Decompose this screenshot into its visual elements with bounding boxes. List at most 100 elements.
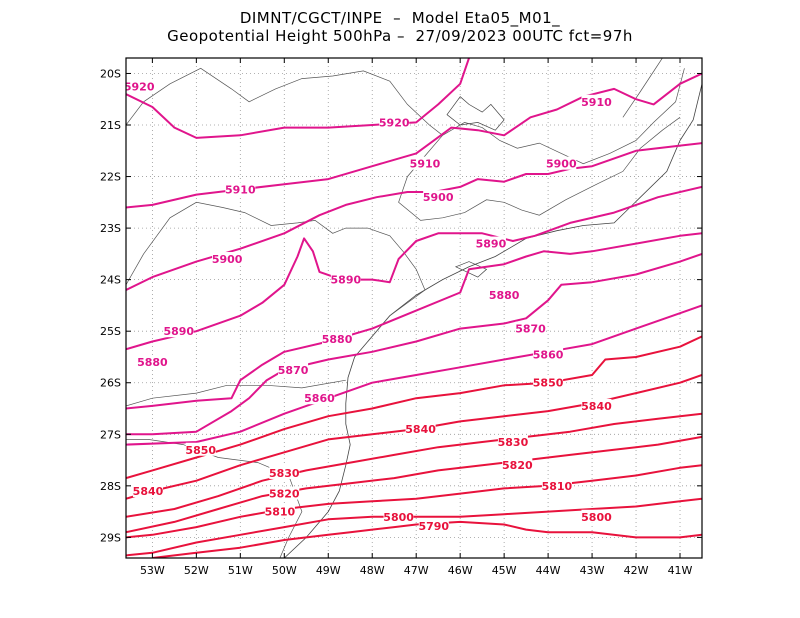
contour-label-bg-5840-0 xyxy=(132,483,163,497)
contour-label-bg-5850-0 xyxy=(185,442,216,456)
contour-label-bg-5920-0 xyxy=(126,79,155,93)
contour-5800 xyxy=(126,497,702,557)
contour-label-bg-5870-1 xyxy=(515,321,546,335)
lon-tick-label-6: 47W xyxy=(404,564,429,577)
axis-ticks: 53W 52W 51W 50W 49W 48W 47W 46W 45W 44W 43W 42W 41W 2… xyxy=(100,58,702,577)
state-border-3 xyxy=(126,67,681,221)
contour-label-5810-1: 5810 xyxy=(542,480,573,493)
contour-label-5850-0: 5850 xyxy=(185,444,216,457)
contour-label-5800-1: 5800 xyxy=(581,511,612,524)
contour-label-5900-1: 5900 xyxy=(423,191,454,204)
contour-label-bg-5910-1 xyxy=(409,156,440,170)
state-border-2 xyxy=(126,439,303,558)
contour-label-5790-0: 5790 xyxy=(418,520,449,533)
contour-label-5830-1: 5830 xyxy=(498,436,529,449)
lon-tick-label-10: 43W xyxy=(580,564,605,577)
contour-label-5810-0: 5810 xyxy=(265,506,296,519)
contour-5880 xyxy=(126,232,702,410)
contour-label-bg-5920-1 xyxy=(379,115,410,129)
contour-label-5920-1: 5920 xyxy=(379,116,410,129)
political-boundaries xyxy=(126,58,702,558)
lat-tick-label-0: 20S xyxy=(100,67,121,80)
contour-label-5880-2: 5880 xyxy=(489,289,520,302)
lon-tick-label-3: 50W xyxy=(272,564,297,577)
state-border-4 xyxy=(442,68,685,165)
contour-label-bg-5800-1 xyxy=(581,509,612,523)
state-border-0 xyxy=(126,201,426,342)
coastline xyxy=(284,83,702,558)
contour-label-5830-0: 5830 xyxy=(269,467,300,480)
contour-label-bg-5900-2 xyxy=(546,156,577,170)
contour-5810 xyxy=(126,464,702,539)
state-border-5 xyxy=(622,58,663,118)
contour-5850 xyxy=(126,335,702,480)
contour-label-bg-5830-0 xyxy=(269,465,300,479)
lat-tick-label-9: 29S xyxy=(100,531,121,544)
contour-label-bg-5840-2 xyxy=(581,398,612,412)
contour-label-bg-5860-1 xyxy=(533,347,564,361)
lon-tick-label-5: 48W xyxy=(360,564,385,577)
lon-tick-label-12: 41W xyxy=(668,564,693,577)
contour-label-5880-0: 5880 xyxy=(137,356,168,369)
contour-label-5910-1: 5910 xyxy=(410,158,441,171)
contour-label-bg-5820-0 xyxy=(269,486,300,500)
lat-tick-label-1: 21S xyxy=(100,119,121,132)
contour-label-bg-5880-2 xyxy=(489,288,520,302)
contour-label-5860-1: 5860 xyxy=(533,348,564,361)
contour-label-5890-0: 5890 xyxy=(163,325,194,338)
contour-5920 xyxy=(126,58,470,139)
contour-label-bg-5810-0 xyxy=(264,504,295,518)
contour-label-5840-2: 5840 xyxy=(581,400,612,413)
contour-label-5840-1: 5840 xyxy=(405,423,436,436)
contour-label-bg-5890-2 xyxy=(475,236,506,250)
lake-0 xyxy=(446,96,505,131)
contour-label-5820-1: 5820 xyxy=(502,459,533,472)
lake-1 xyxy=(454,261,488,278)
lon-tick-label-2: 51W xyxy=(228,564,253,577)
contour-label-bg-5890-1 xyxy=(330,272,361,286)
title-line-1: DIMNT/CGCT/INPE – Model Eta05_M01_ xyxy=(239,9,561,27)
contour-label-bg-5820-1 xyxy=(502,458,533,472)
contour-5840 xyxy=(126,374,702,500)
contour-label-5900-2: 5900 xyxy=(546,158,577,171)
contour-label-bg-5790-0 xyxy=(418,519,449,533)
contour-5790 xyxy=(152,520,702,558)
contour-label-5910-0: 5910 xyxy=(225,183,256,196)
contour-5910 xyxy=(126,72,702,209)
contour-lines: 5920 5920 5910 5910 5910 5900 5900 5900 5890 5890… xyxy=(124,58,702,558)
lat-tick-label-2: 22S xyxy=(100,171,121,184)
lat-tick-label-5: 25S xyxy=(100,325,121,338)
state-border-1 xyxy=(126,379,346,407)
contour-label-bg-5890-0 xyxy=(163,324,194,338)
title-line-2: Geopotential Height 500hPa – 27/09/2023 … xyxy=(167,27,633,45)
lat-tick-label-6: 26S xyxy=(100,377,121,390)
contour-label-5890-2: 5890 xyxy=(476,238,507,251)
contour-label-bg-5880-1 xyxy=(322,331,353,345)
contour-label-5850-1: 5850 xyxy=(533,377,564,390)
contour-label-5800-0: 5800 xyxy=(383,511,414,524)
contour-label-5880-1: 5880 xyxy=(322,333,353,346)
contour-label-5890-1: 5890 xyxy=(331,274,362,287)
contour-label-bg-5860-0 xyxy=(304,391,335,405)
contour-5890 xyxy=(126,185,702,351)
contour-label-bg-5810-1 xyxy=(541,478,572,492)
contour-label-5840-0: 5840 xyxy=(133,485,164,498)
contour-label-bg-5870-0 xyxy=(278,362,309,376)
contour-label-5860-0: 5860 xyxy=(304,392,335,405)
contour-label-5910-2: 5910 xyxy=(581,96,612,109)
contour-label-bg-5830-1 xyxy=(497,435,528,449)
grid-lines xyxy=(126,58,702,558)
lon-tick-label-0: 53W xyxy=(140,564,165,577)
contour-label-bg-5910-2 xyxy=(581,94,612,108)
contour-5830 xyxy=(126,412,702,518)
contour-label-5900-0: 5900 xyxy=(212,253,243,266)
contour-label-5920-0: 5920 xyxy=(124,80,155,93)
map-frame xyxy=(125,57,703,559)
contour-5820 xyxy=(126,435,702,534)
contour-label-5870-1: 5870 xyxy=(515,323,546,336)
contour-label-bg-5880-0 xyxy=(137,355,168,369)
contour-5870 xyxy=(126,252,702,436)
contour-label-bg-5910-0 xyxy=(225,182,256,196)
contour-label-bg-5800-0 xyxy=(383,509,414,523)
